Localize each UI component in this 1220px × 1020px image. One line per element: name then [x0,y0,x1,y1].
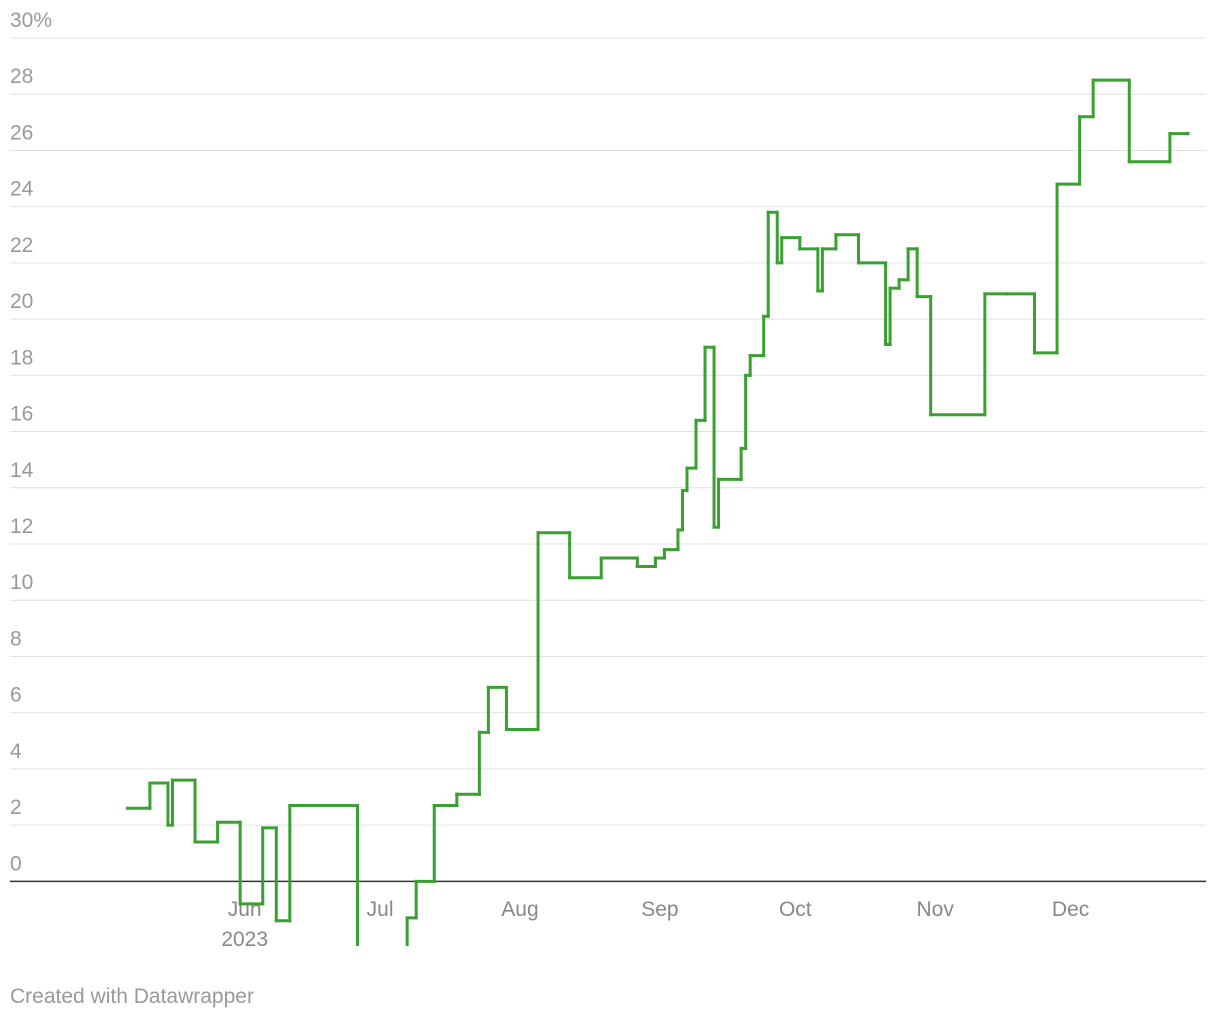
y-tick-label: 12 [10,515,33,538]
x-tick-label: Dec [1052,898,1089,921]
y-tick-label: 10 [10,571,33,594]
y-tick-label: 16 [10,403,33,426]
y-tick-label: 20 [10,290,33,313]
x-tick-label: Nov [917,898,955,921]
y-tick-label: 0 [10,852,22,875]
x-tick-label: Aug [501,898,538,921]
y-tick-label: 4 [10,740,22,763]
y-tick-label: 22 [10,234,33,257]
y-tick-label: 2 [10,796,22,819]
x-tick-label: Jun [228,898,262,921]
x-tick-label: Sep [641,898,678,921]
y-tick-label: 26 [10,121,33,144]
x-tick-label: Jul [367,898,394,921]
x-year-label: 2023 [221,928,268,951]
y-tick-label: 14 [10,459,34,482]
footer: Created with Datawrapper [10,985,254,1008]
y-tick-label: 8 [10,627,22,650]
y-tick-label: 30% [10,9,52,32]
y-tick-label: 18 [10,346,33,369]
x-tick-label: Oct [779,898,812,921]
y-tick-label: 28 [10,65,33,88]
y-tick-label: 24 [10,178,34,201]
y-tick-label: 6 [10,684,22,707]
